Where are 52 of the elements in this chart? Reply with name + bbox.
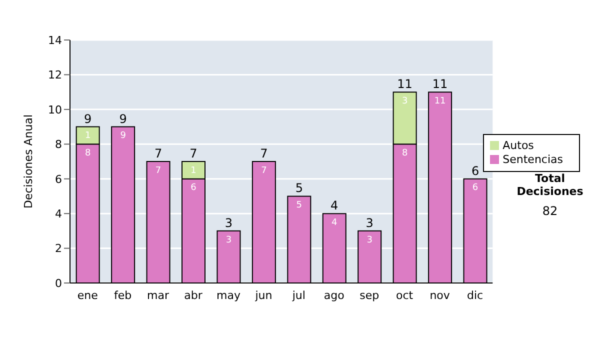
- x-tick-label: feb: [114, 288, 132, 302]
- data-label: 8: [84, 148, 91, 159]
- data-label: 11: [434, 96, 446, 106]
- y-axis-title: Decisiones Anual: [22, 114, 35, 209]
- data-label: 8: [402, 148, 408, 159]
- x-tick-label: dic: [466, 288, 484, 302]
- x-tick-label: may: [216, 288, 241, 302]
- x-tick-label: abr: [184, 288, 203, 302]
- total-label: 3: [224, 216, 233, 230]
- legend-label: Sentencias: [502, 152, 563, 166]
- total-label: 7: [154, 146, 162, 160]
- x-tick-label: oct: [396, 288, 414, 302]
- y-tick-label: 12: [48, 68, 62, 82]
- data-label: 3: [366, 235, 372, 246]
- total-label: 3: [366, 216, 374, 230]
- data-label: 9: [120, 131, 126, 142]
- total-label: 7: [260, 146, 268, 160]
- y-tick-label: 6: [55, 172, 62, 186]
- y-tick-label: 14: [48, 34, 62, 47]
- total-label: 7: [190, 146, 198, 160]
- y-tick-label: 10: [48, 103, 62, 116]
- x-tick-label: nov: [430, 288, 450, 302]
- total-label: 11: [397, 77, 412, 92]
- total-label: 5: [295, 181, 303, 196]
- y-tick-label: 2: [55, 242, 62, 256]
- legend-label: Autos: [502, 138, 534, 152]
- x-tick-label: ago: [324, 288, 345, 302]
- data-label: 3: [226, 235, 232, 246]
- x-tick-label: jul: [291, 288, 306, 302]
- x-tick-label: sep: [360, 288, 380, 302]
- y-tick-label: 4: [55, 207, 62, 220]
- total-label: 9: [84, 112, 92, 126]
- data-label: 7: [155, 166, 162, 176]
- data-label: 6: [472, 183, 478, 194]
- y-tick-label: 0: [55, 276, 62, 290]
- data-label: 7: [261, 166, 267, 176]
- total-label: 9: [119, 112, 127, 126]
- data-label: 1: [190, 166, 196, 176]
- total-label: 11: [432, 77, 448, 92]
- total-label: 4: [330, 198, 338, 213]
- data-label: 1: [84, 131, 91, 142]
- data-label: 3: [402, 96, 408, 106]
- y-tick-label: 8: [55, 138, 62, 152]
- data-label: 5: [296, 200, 302, 211]
- x-tick-label: mar: [147, 288, 170, 302]
- x-tick-label: ene: [77, 288, 98, 302]
- text: Total Decisiones: [516, 172, 584, 198]
- text: 82: [541, 204, 559, 218]
- x-tick-label: jun: [254, 288, 272, 302]
- data-label: 4: [332, 218, 338, 228]
- data-label: 6: [190, 183, 197, 194]
- total-label: 6: [471, 164, 480, 178]
